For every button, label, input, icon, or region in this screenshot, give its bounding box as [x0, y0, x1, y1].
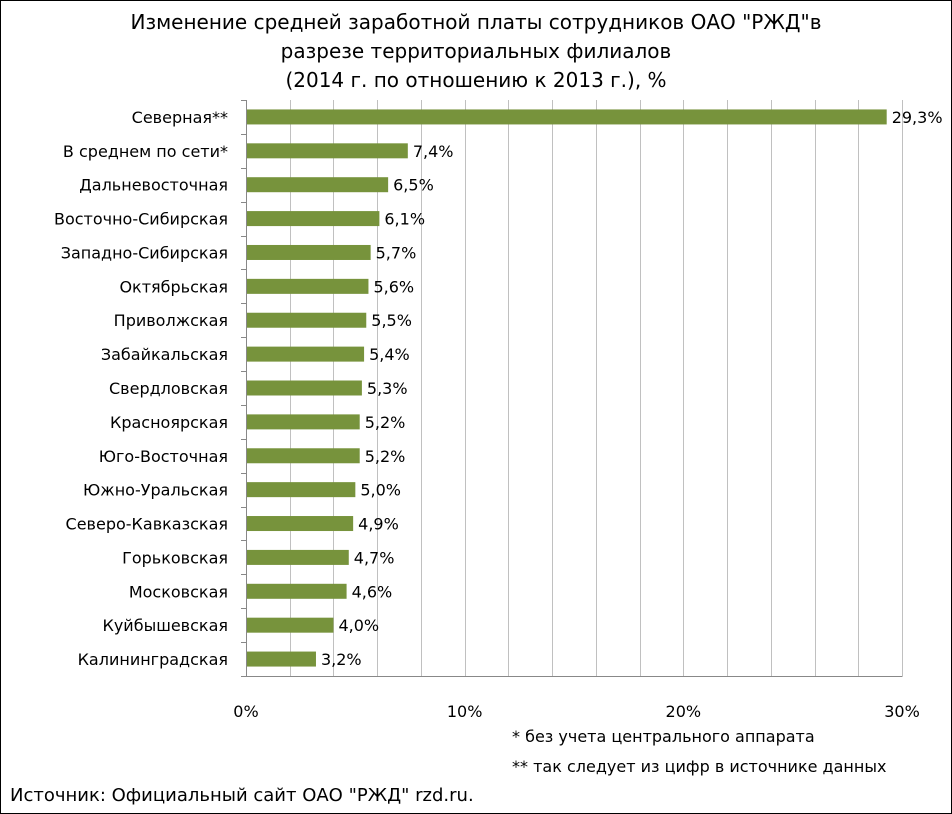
category-label: Северо-Кавказская: [66, 515, 228, 534]
bar: [247, 414, 360, 430]
category-label: Горьковская: [122, 548, 228, 567]
data-label: 5,2%: [365, 447, 406, 466]
footnote-central-apparatus: * без учета центрального аппарата: [512, 727, 815, 746]
chart-title-line-3: (2014 г. по отношению к 2013 г.), %: [285, 68, 667, 92]
bar: [247, 109, 887, 125]
data-label: 4,9%: [358, 515, 399, 534]
data-label: 29,3%: [892, 108, 943, 127]
data-label: 4,0%: [338, 616, 379, 635]
data-label: 7,4%: [413, 142, 454, 161]
bar: [247, 346, 365, 362]
bar: [247, 312, 367, 328]
bar: [247, 583, 347, 599]
category-label: Приволжская: [114, 311, 228, 330]
data-label: 4,7%: [354, 548, 395, 567]
category-label: Забайкальская: [101, 345, 228, 364]
x-tick-label: 10%: [447, 702, 483, 721]
bar: [247, 143, 408, 159]
category-label: Дальневосточная: [79, 176, 228, 195]
bar: [247, 651, 316, 667]
data-label: 3,2%: [321, 650, 362, 669]
data-label: 6,5%: [393, 176, 434, 195]
grid-lines: [290, 100, 903, 676]
category-label: Красноярская: [110, 413, 228, 432]
data-label: 6,1%: [384, 210, 425, 229]
category-label: Южно-Уральская: [83, 481, 228, 500]
footnote-source-figures: ** так следует из цифр в источнике данны…: [512, 757, 887, 776]
bar: [247, 516, 354, 532]
data-label: 5,2%: [365, 413, 406, 432]
data-label: 5,4%: [369, 345, 410, 364]
chart-title-line-1: Изменение средней заработной платы сотру…: [130, 10, 822, 34]
category-label: Юго-Восточная: [99, 447, 228, 466]
x-tick-label: 30%: [884, 702, 920, 721]
bar: [247, 177, 389, 193]
bar: [247, 211, 380, 227]
category-label: Московская: [129, 582, 228, 601]
category-label: Северная**: [132, 108, 228, 127]
bar: [247, 244, 371, 260]
bar: [247, 617, 334, 633]
chart-title-line-2: разрезе территориальных филиалов: [280, 39, 672, 63]
category-label: Октябрьская: [119, 277, 228, 296]
category-labels: Северная** В среднем по сети* Дальневосточ…: [54, 108, 228, 669]
data-labels: 29,3% 7,4% 6,5% 6,1% 5,7% 5,6% 5,5% 5,4% 5,3% 5,2…: [321, 108, 943, 669]
axes: [241, 100, 903, 677]
bars: [247, 109, 887, 667]
bar: [247, 549, 349, 565]
data-label: 5,5%: [371, 311, 412, 330]
data-label: 5,0%: [360, 481, 401, 500]
x-tick-labels: 0% 10% 20% 30%: [233, 702, 919, 721]
category-label: Западно-Сибирская: [61, 243, 228, 262]
category-label: Калининградская: [78, 650, 228, 669]
data-label: 5,6%: [373, 277, 414, 296]
bar: [247, 482, 356, 498]
bar: [247, 278, 369, 294]
category-label: В среднем по сети*: [63, 142, 228, 161]
chart-title: Изменение средней заработной платы сотру…: [0, 8, 952, 95]
bar: [247, 448, 360, 464]
x-tick-label: 0%: [233, 702, 258, 721]
data-label: 5,3%: [367, 379, 408, 398]
category-label: Куйбышевская: [102, 616, 228, 635]
x-tick-label: 20%: [666, 702, 702, 721]
category-label: Свердловская: [109, 379, 228, 398]
source-text: Источник: Официальный сайт ОАО "РЖД" rzd…: [10, 785, 474, 806]
data-label: 5,7%: [376, 243, 417, 262]
data-label: 4,6%: [352, 582, 393, 601]
category-label: Восточно-Сибирская: [54, 210, 228, 229]
bar: [247, 380, 362, 396]
